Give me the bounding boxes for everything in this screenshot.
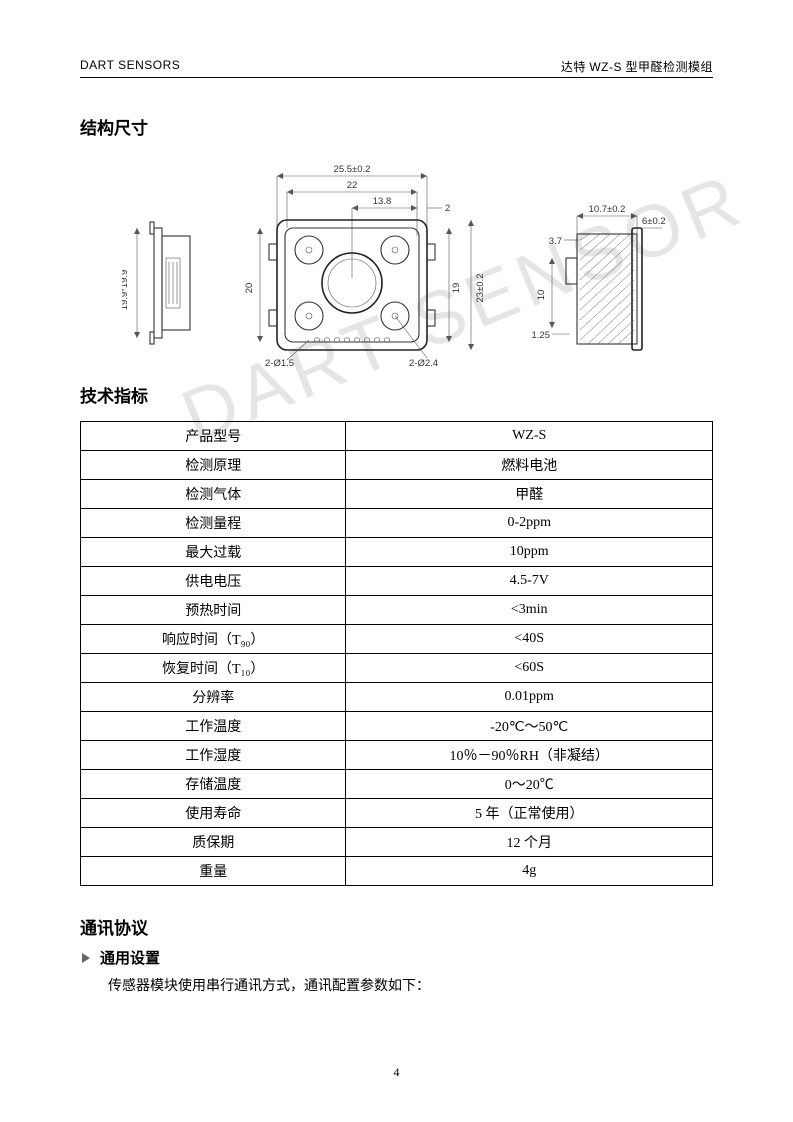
specs-heading: 技术指标 (80, 382, 713, 407)
spec-value: 甲醛 (346, 480, 713, 509)
spec-value: 10％－90％RH（非凝结） (346, 741, 713, 770)
table-row: 恢复时间（T₁₀）<60S (81, 654, 713, 683)
protocol-heading: 通讯协议 (80, 914, 713, 939)
technical-drawings: 19.9*19.9 25.5±0.2 (80, 153, 713, 368)
spec-label: 存储温度 (81, 770, 346, 799)
spec-label: 检测原理 (81, 451, 346, 480)
bullet-arrow-icon (82, 953, 90, 963)
spec-label: 工作湿度 (81, 741, 346, 770)
header-left: DART SENSORS (80, 58, 180, 75)
spec-value: WZ-S (346, 422, 713, 451)
protocol-body-text: 传感器模块使用串行通讯方式，通讯配置参数如下： (108, 974, 713, 999)
spec-label: 恢复时间（T₁₀） (81, 654, 346, 683)
spec-label: 使用寿命 (81, 799, 346, 828)
header-right: 达特 WZ-S 型甲醛检测模组 (561, 58, 713, 75)
svg-text:6±0.2: 6±0.2 (642, 216, 666, 227)
spec-label: 分辨率 (81, 683, 346, 712)
spec-label: 预热时间 (81, 596, 346, 625)
spec-label: 检测气体 (81, 480, 346, 509)
svg-text:2-Ø1.5: 2-Ø1.5 (265, 358, 294, 368)
spec-value: 10ppm (346, 538, 713, 567)
table-row: 工作温度-20℃～50℃ (81, 712, 713, 741)
specs-table: 产品型号WZ-S检测原理燃料电池检测气体甲醛检测量程0-2ppm最大过载10pp… (80, 421, 713, 886)
spec-value: 4.5-7V (346, 567, 713, 596)
general-settings-heading: 通用设置 (100, 947, 160, 968)
drawing-front-view: 10.7±0.2 6±0.2 3.7 (522, 198, 672, 368)
svg-text:22: 22 (346, 180, 357, 191)
header-right-suffix: 型甲醛检测模组 (622, 60, 713, 74)
spec-value: 0-2ppm (346, 509, 713, 538)
table-row: 检测原理燃料电池 (81, 451, 713, 480)
table-row: 工作湿度10％－90％RH（非凝结） (81, 741, 713, 770)
drawing-top-view: 25.5±0.2 22 13.8 2 (227, 158, 497, 368)
spec-value: 燃料电池 (346, 451, 713, 480)
table-row: 存储温度0～20℃ (81, 770, 713, 799)
spec-label: 质保期 (81, 828, 346, 857)
spec-value: <3min (346, 596, 713, 625)
svg-text:19.9*19.9: 19.9*19.9 (122, 270, 130, 311)
table-row: 产品型号WZ-S (81, 422, 713, 451)
page-number: 4 (0, 1065, 793, 1080)
svg-text:1.25: 1.25 (531, 330, 550, 341)
spec-value: 5 年（正常使用） (346, 799, 713, 828)
header-right-model: WZ-S (589, 60, 622, 74)
svg-text:19: 19 (451, 283, 462, 294)
spec-label: 检测量程 (81, 509, 346, 538)
spec-value: 4g (346, 857, 713, 886)
table-row: 重量4g (81, 857, 713, 886)
spec-label: 最大过载 (81, 538, 346, 567)
dimensions-heading: 结构尺寸 (80, 114, 713, 139)
svg-text:3.7: 3.7 (548, 236, 561, 247)
svg-text:13.8: 13.8 (372, 196, 391, 207)
table-row: 质保期12 个月 (81, 828, 713, 857)
svg-text:23±0.2: 23±0.2 (475, 274, 486, 303)
drawing-side-view: 19.9*19.9 (122, 198, 202, 368)
spec-value: 0～20℃ (346, 770, 713, 799)
spec-value: 0.01ppm (346, 683, 713, 712)
header-rule (80, 77, 713, 78)
page-header: DART SENSORS 达特 WZ-S 型甲醛检测模组 (80, 58, 713, 75)
spec-label: 产品型号 (81, 422, 346, 451)
table-row: 使用寿命5 年（正常使用） (81, 799, 713, 828)
svg-text:25.5±0.2: 25.5±0.2 (333, 164, 370, 175)
spec-label: 工作温度 (81, 712, 346, 741)
table-row: 检测量程0-2ppm (81, 509, 713, 538)
svg-text:20: 20 (244, 283, 255, 294)
table-row: 最大过载10ppm (81, 538, 713, 567)
spec-label: 供电电压 (81, 567, 346, 596)
svg-text:10.7±0.2: 10.7±0.2 (588, 204, 625, 215)
spec-label: 重量 (81, 857, 346, 886)
table-row: 供电电压4.5-7V (81, 567, 713, 596)
spec-value: <60S (346, 654, 713, 683)
spec-value: 12 个月 (346, 828, 713, 857)
table-row: 分辨率0.01ppm (81, 683, 713, 712)
svg-text:10: 10 (536, 290, 547, 301)
spec-value: <40S (346, 625, 713, 654)
header-right-prefix: 达特 (561, 60, 590, 74)
svg-text:2: 2 (445, 203, 450, 214)
svg-text:2-Ø2.4: 2-Ø2.4 (409, 358, 438, 368)
table-row: 预热时间<3min (81, 596, 713, 625)
table-row: 检测气体甲醛 (81, 480, 713, 509)
table-row: 响应时间（T₉₀）<40S (81, 625, 713, 654)
spec-value: -20℃～50℃ (346, 712, 713, 741)
spec-label: 响应时间（T₉₀） (81, 625, 346, 654)
